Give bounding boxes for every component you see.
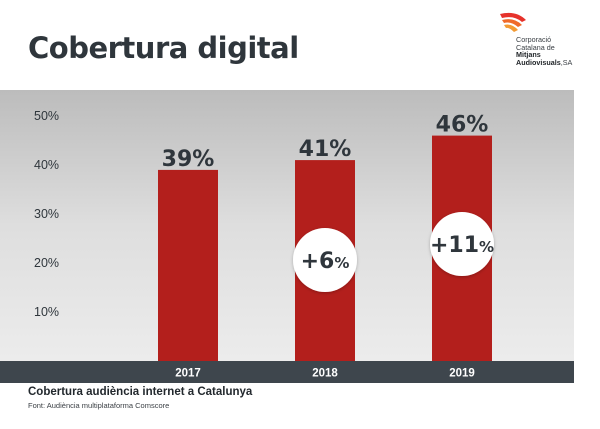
bar [158, 169, 218, 361]
bar-value-label: 46% [436, 113, 489, 138]
chart-svg: 10% 20% 30% 40% 50% 39% 41% 46% +6% +11% 2017 20… [0, 90, 574, 383]
y-tick-label: 20% [34, 256, 59, 270]
bar-chart: 10% 20% 30% 40% 50% 39% 41% 46% +6% +11% 2017 20… [0, 90, 574, 383]
growth-badge [293, 228, 357, 292]
growth-badge-label: +11% [430, 233, 494, 258]
chart-caption: Cobertura audiència internet a Catalunya [28, 386, 253, 398]
x-tick-label: 2019 [449, 368, 475, 380]
growth-badge [430, 212, 494, 276]
bar-value-label: 39% [162, 147, 215, 172]
x-tick-label: 2018 [312, 368, 338, 380]
y-tick-label: 40% [34, 158, 59, 172]
y-tick-label: 50% [34, 109, 59, 123]
growth-badge-label: +6% [301, 249, 350, 274]
ccma-logo-text: Corporació Catalana de Mitjans Audiovisu… [516, 35, 573, 67]
y-tick-label: 10% [34, 305, 59, 319]
x-axis-band [0, 361, 574, 383]
ccma-logo-mark-icon [500, 12, 526, 32]
bar-value-label: 41% [299, 137, 352, 162]
ccma-logo: Corporació Catalana de Mitjans Audiovisu… [496, 12, 592, 72]
chart-source: Font: Audiència multiplataforma Comscore [28, 401, 170, 410]
x-tick-label: 2017 [175, 368, 201, 380]
y-tick-label: 30% [34, 207, 59, 221]
page-title: Cobertura digital [28, 31, 299, 65]
